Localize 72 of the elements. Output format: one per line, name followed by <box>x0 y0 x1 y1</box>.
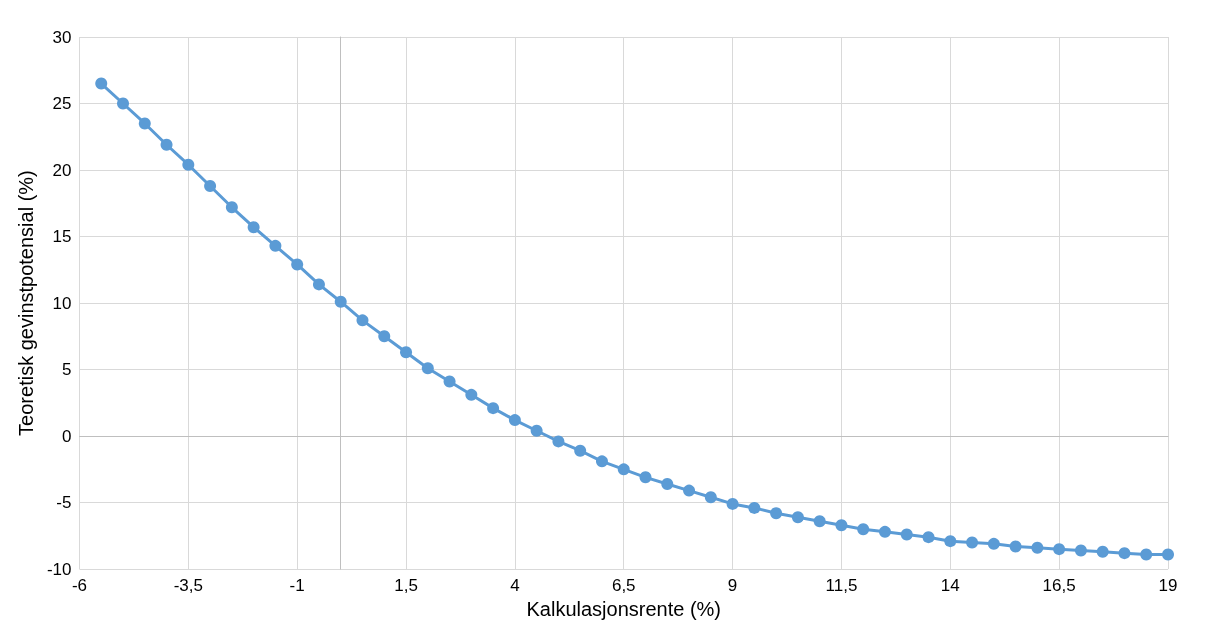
point <box>770 507 783 520</box>
point <box>378 330 391 343</box>
point <box>1140 548 1153 561</box>
point <box>334 295 347 308</box>
point <box>247 221 260 234</box>
point <box>922 531 935 544</box>
point <box>857 523 870 536</box>
point <box>987 537 1000 550</box>
y-tick-label: 10 <box>52 293 72 313</box>
y-tick-label: -5 <box>56 493 72 513</box>
point <box>552 435 565 448</box>
point <box>225 201 238 214</box>
point <box>1053 543 1066 556</box>
x-tick-label: -6 <box>71 576 88 596</box>
point <box>400 346 413 359</box>
point <box>1118 547 1131 560</box>
y-tick-label: 25 <box>52 94 72 114</box>
point <box>356 314 369 327</box>
x-tick-label: -1 <box>289 576 305 596</box>
point <box>508 414 521 427</box>
point <box>813 515 826 528</box>
point <box>617 463 630 476</box>
x-tick-label: 16,5 <box>1042 576 1076 596</box>
x-tick-label: 19 <box>1158 576 1178 596</box>
point <box>595 455 608 468</box>
point <box>574 444 587 457</box>
point <box>1096 545 1109 558</box>
point <box>487 402 500 415</box>
point <box>661 477 674 490</box>
y-tick-label: 15 <box>52 227 72 247</box>
point <box>160 138 173 151</box>
point <box>291 258 304 271</box>
point <box>1009 540 1022 553</box>
x-tick-label: -3,5 <box>173 576 203 596</box>
point <box>443 375 456 388</box>
point <box>835 519 848 532</box>
point <box>748 501 761 514</box>
point <box>1031 541 1044 554</box>
point <box>683 484 696 497</box>
point <box>900 528 913 541</box>
point <box>1074 544 1087 557</box>
x-tick-label: 14 <box>940 576 960 596</box>
point <box>966 536 979 549</box>
x-axis-title: Kalkulasjonsrente (%) <box>526 598 721 620</box>
point <box>138 117 151 130</box>
point <box>269 239 282 252</box>
point <box>312 278 325 291</box>
point <box>182 158 195 171</box>
point <box>639 471 652 484</box>
point <box>421 362 434 375</box>
point <box>95 77 108 90</box>
x-tick-label: 4 <box>510 576 520 596</box>
point <box>117 97 130 110</box>
point <box>791 511 804 524</box>
point <box>726 497 739 510</box>
y-tick-label: 0 <box>62 426 72 446</box>
point <box>1162 548 1174 561</box>
point <box>944 535 957 548</box>
point <box>465 388 478 401</box>
x-tick-label: 9 <box>727 576 738 596</box>
point <box>878 525 891 538</box>
y-axis-title: Teoretisk gevinstpotensial (%) <box>15 170 37 436</box>
y-tick-label: 30 <box>52 27 72 47</box>
point <box>204 179 217 192</box>
x-tick-label: 11,5 <box>825 576 858 596</box>
y-tick-label: -10 <box>46 559 72 579</box>
y-tick-label: 20 <box>52 160 72 180</box>
y-tick-label: 5 <box>62 360 72 380</box>
point <box>704 491 717 504</box>
x-tick-label: 1,5 <box>394 576 418 596</box>
x-tick-label: 6,5 <box>611 576 636 596</box>
point <box>530 424 543 437</box>
